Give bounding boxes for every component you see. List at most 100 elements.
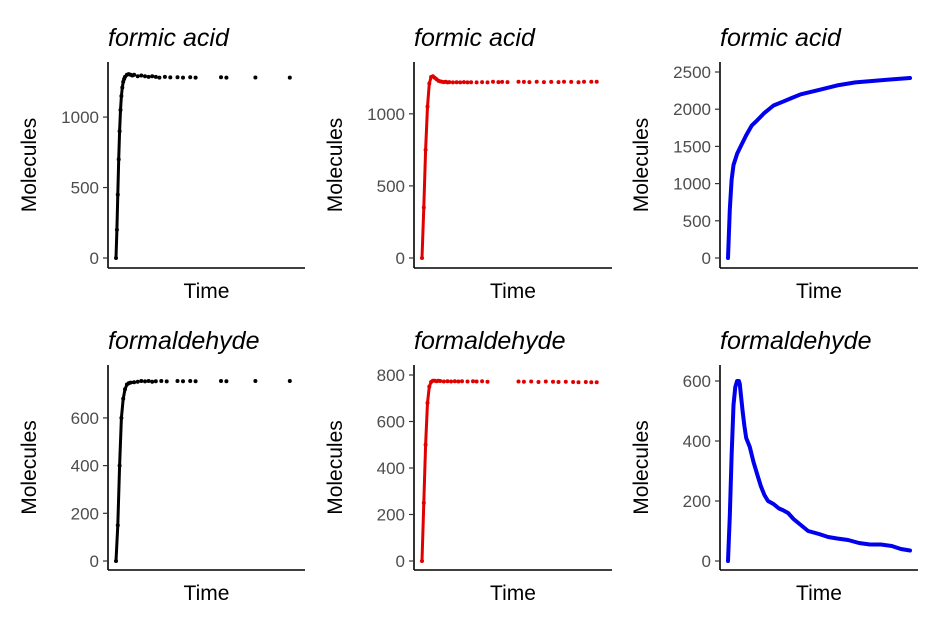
x-axis-title: Time: [184, 280, 230, 303]
data-point: [219, 379, 223, 383]
data-point: [115, 523, 120, 528]
data-point: [153, 74, 158, 79]
y-tick-label: 2500: [673, 63, 711, 82]
data-point: [114, 256, 118, 260]
data-point: [496, 80, 501, 85]
data-point: [188, 379, 193, 383]
data-point: [119, 94, 124, 98]
data-point: [543, 379, 548, 384]
y-tick-label: 1000: [367, 105, 405, 124]
data-point: [445, 379, 450, 384]
chart-title: formic acid: [108, 24, 230, 52]
data-point: [132, 72, 137, 77]
y-tick-label: 800: [377, 366, 405, 385]
data-point: [582, 79, 586, 84]
y-tick-label: 500: [683, 212, 711, 231]
data-point: [491, 79, 495, 84]
data-point: [135, 379, 140, 384]
y-axis-title: Molecules: [630, 420, 653, 515]
panel-formaldehyde-black: formaldehyde 0 200 400 600 Time Molecules: [18, 327, 305, 605]
y-tick-label: 200: [71, 504, 99, 523]
data-point: [146, 74, 151, 79]
data-point: [485, 80, 490, 85]
data-point: [541, 80, 546, 85]
data-point: [527, 80, 532, 85]
data-point: [175, 75, 180, 80]
data-point: [123, 387, 127, 392]
data-point: [461, 80, 466, 85]
y-axis-title: Molecules: [18, 420, 41, 515]
data-point: [143, 379, 147, 384]
data-point: [516, 79, 521, 84]
data-point: [556, 380, 561, 384]
y-tick-label: 400: [683, 432, 711, 451]
data-point: [139, 379, 144, 383]
data-point: [253, 75, 258, 80]
series-rise-stroke: [420, 74, 441, 259]
data-point: [576, 80, 581, 85]
data-point: [224, 75, 229, 80]
y-tick-label: 600: [683, 372, 711, 391]
x-axis-title: Time: [184, 582, 230, 605]
data-point: [458, 80, 463, 85]
data-point: [480, 80, 485, 85]
data-point: [569, 79, 574, 84]
data-point: [594, 380, 599, 385]
data-point: [594, 79, 599, 84]
series-line: [726, 76, 912, 260]
data-point: [150, 379, 155, 384]
panel-formic-acid-blue: formic acid 0 500 1000 1500 2000 2500 Time Molec…: [630, 24, 918, 303]
data-point: [583, 380, 588, 384]
data-point: [423, 442, 428, 447]
y-tick-label: 1000: [61, 108, 99, 127]
data-point: [563, 379, 568, 384]
data-point: [589, 79, 594, 84]
data-point: [118, 108, 123, 112]
y-tick-label: 600: [71, 409, 99, 428]
y-tick-label: 1000: [673, 175, 711, 194]
series-rise-stroke: [114, 380, 135, 562]
data-point: [562, 79, 566, 84]
data-point: [423, 147, 428, 152]
y-axis-title: Molecules: [18, 118, 41, 213]
y-tick-label: 400: [377, 459, 405, 478]
data-point: [450, 80, 455, 85]
data-point: [521, 79, 526, 84]
data-point: [115, 192, 120, 197]
y-tick-label: 0: [396, 249, 405, 268]
y-axis-title: Molecules: [324, 118, 347, 213]
data-point: [181, 75, 185, 80]
data-point: [421, 500, 426, 505]
chart-title: formaldehyde: [720, 327, 871, 355]
data-point: [181, 379, 185, 384]
chart-title: formic acid: [720, 24, 842, 52]
data-point: [139, 73, 144, 78]
data-point: [449, 379, 454, 384]
y-tick-label: 600: [377, 413, 405, 432]
data-point: [576, 380, 581, 385]
data-point: [116, 157, 121, 162]
x-axis-title: Time: [796, 280, 842, 303]
data-point: [589, 380, 594, 385]
data-point: [153, 379, 158, 384]
data-point: [425, 400, 430, 405]
data-point: [117, 463, 122, 468]
data-point: [119, 415, 124, 420]
y-tick-label: 500: [377, 177, 405, 196]
data-point: [188, 75, 193, 80]
data-point: [441, 379, 446, 384]
data-point: [253, 379, 258, 383]
y-tick-label: 400: [71, 457, 99, 476]
data-point: [132, 380, 137, 385]
data-point: [460, 379, 464, 384]
y-tick-label: 1500: [673, 137, 711, 156]
data-point: [114, 559, 118, 563]
data-point: [421, 205, 426, 210]
data-point: [420, 256, 424, 260]
data-point: [516, 379, 521, 384]
y-tick-label: 500: [71, 179, 99, 198]
data-point: [447, 80, 452, 85]
series-rise-stroke: [420, 379, 441, 562]
data-point: [465, 379, 470, 384]
data-point: [164, 379, 169, 384]
